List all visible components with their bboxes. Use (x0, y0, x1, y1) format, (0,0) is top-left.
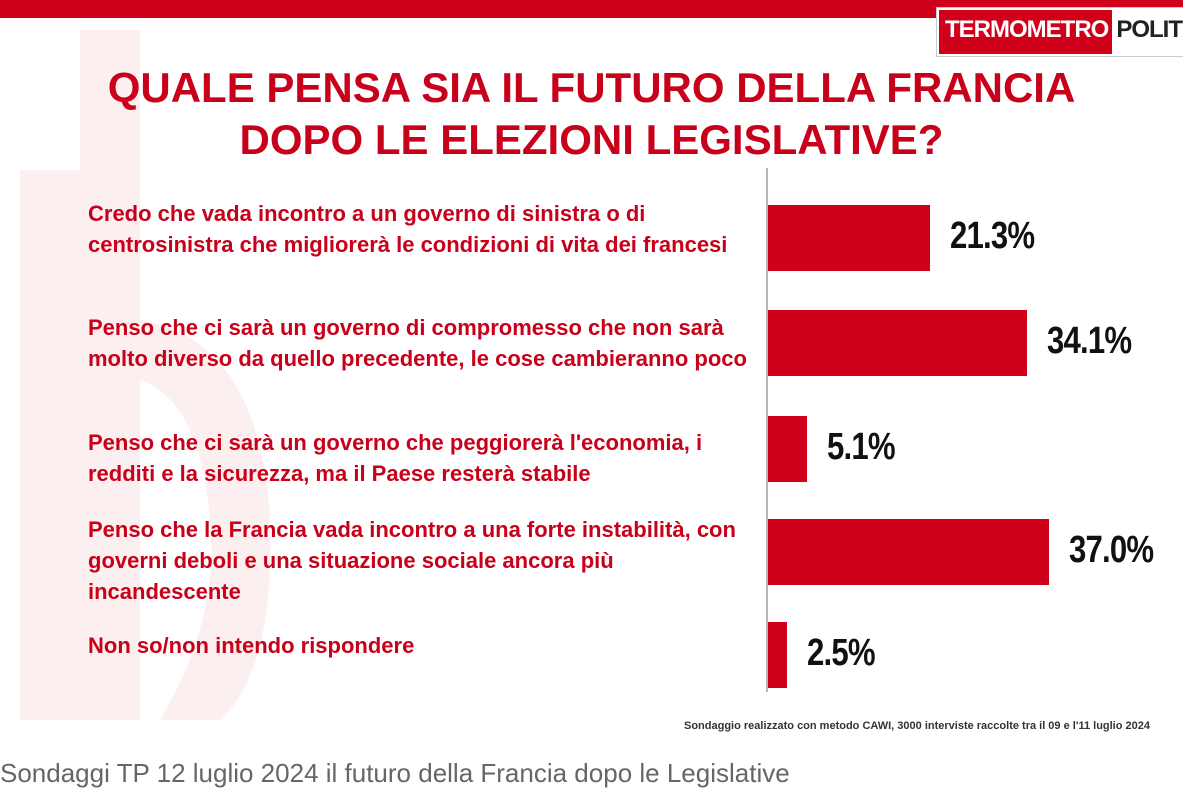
value-label: 21.3% (949, 215, 1035, 257)
termometro-politico-logo: TERMOMETRO POLITICO (937, 8, 1200, 56)
category-axis-line (766, 168, 768, 692)
image-caption: Sondaggi TP 12 luglio 2024 il futuro del… (0, 758, 790, 788)
survey-footnote: Sondaggio realizzato con metodo CAWI, 30… (684, 720, 1150, 732)
bar (768, 205, 930, 271)
bar (768, 622, 787, 688)
value-label: 2.5% (807, 632, 876, 674)
top-accent-bar (0, 0, 1183, 18)
value-label: 5.1% (826, 426, 896, 468)
right-margin (1183, 0, 1200, 740)
category-label: Penso che ci sarà un governo che peggior… (88, 430, 703, 486)
bar (768, 416, 807, 482)
category-label: Credo che vada incontro a un governo di … (88, 201, 728, 257)
logo-text-left: TERMOMETRO (939, 10, 1113, 54)
category-label: Penso che la Francia vada incontro a una… (88, 517, 736, 604)
chart-title-line-2: DOPO LE ELEZIONI LEGISLATIVE? (239, 116, 944, 163)
chart-title-line-1: QUALE PENSA SIA IL FUTURO DELLA FRANCIA (107, 64, 1076, 111)
bar (768, 519, 1050, 585)
category-label: Non so/non intendo rispondere (88, 633, 415, 658)
value-label: 37.0% (1069, 529, 1154, 571)
chart-title: QUALE PENSA SIA IL FUTURO DELLA FRANCIA … (0, 62, 1183, 166)
category-label: Penso che ci sarà un governo di comprome… (88, 315, 747, 371)
bar (768, 310, 1028, 376)
value-label: 34.1% (1047, 320, 1132, 362)
